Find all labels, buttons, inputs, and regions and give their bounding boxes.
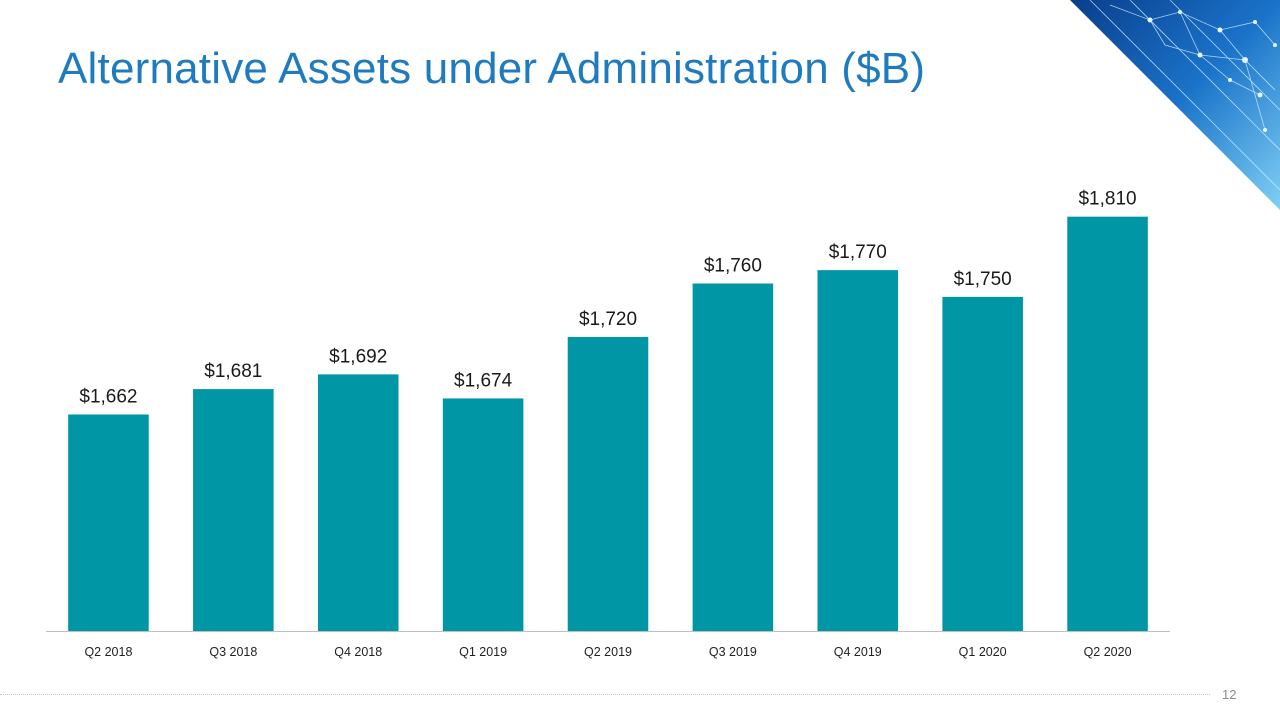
x-tick-label: Q4 2018 [334,645,382,659]
x-tick-label: Q3 2018 [209,645,257,659]
data-label: $1,770 [829,242,887,263]
data-label: $1,810 [1078,189,1136,210]
bar [567,336,649,631]
data-label: $1,674 [454,370,513,391]
x-tick-label: Q2 2018 [84,645,132,659]
data-label: $1,662 [79,386,137,407]
footer-divider [0,694,1210,695]
x-tick-label: Q2 2020 [1084,645,1132,659]
data-label: $1,720 [579,309,637,330]
slide-title: Alternative Assets under Administration … [58,44,926,93]
data-label: $1,750 [954,269,1012,290]
data-label: $1,760 [704,256,762,277]
data-label: $1,681 [204,361,262,382]
x-tick-label: Q4 2019 [834,645,882,659]
bar [817,270,899,631]
network-graphic-image [1070,0,1280,210]
page-number: 12 [1222,687,1237,702]
x-tick-label: Q3 2019 [709,645,757,659]
data-label: $1,692 [329,346,387,367]
bar [692,283,774,631]
bar [68,414,149,631]
bar [442,398,524,631]
bar [942,296,1023,631]
bar [1067,216,1148,631]
x-tick-label: Q1 2019 [459,645,507,659]
bar [193,389,274,631]
x-tick-label: Q1 2020 [959,645,1007,659]
bar [317,374,399,631]
x-tick-label: Q2 2019 [584,645,632,659]
